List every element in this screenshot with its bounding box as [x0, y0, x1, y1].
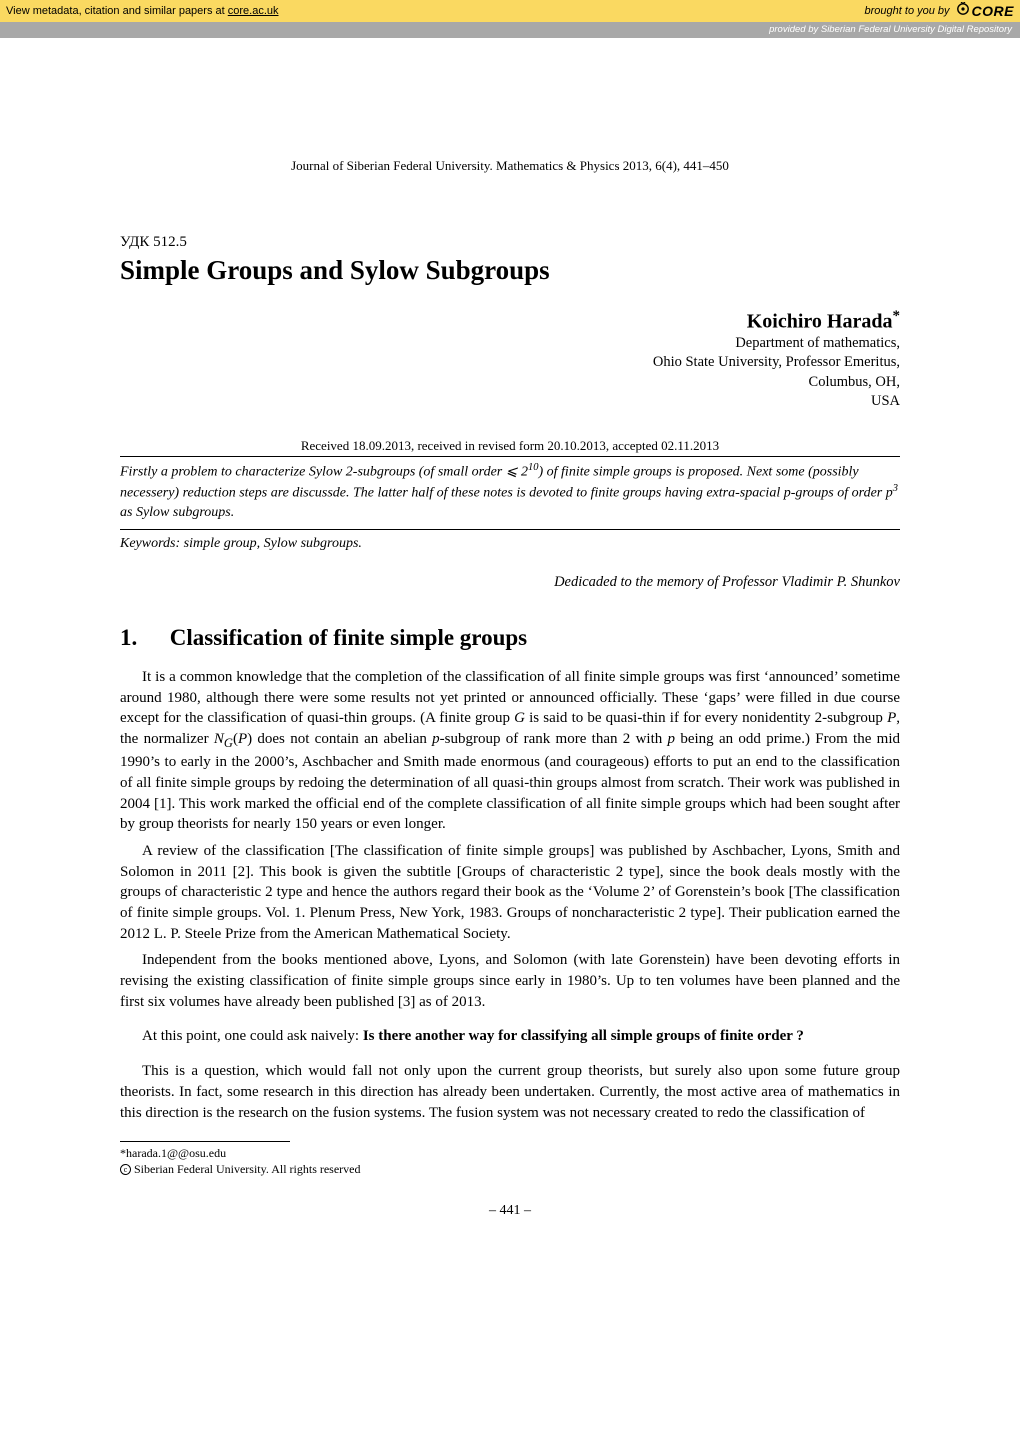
banner-right: brought to you by CORE [865, 3, 1014, 20]
core-logo[interactable]: CORE [956, 3, 1014, 20]
abstract: Firstly a problem to characterize Sylow … [120, 461, 900, 530]
footnote-rule [120, 1141, 290, 1142]
author-affil-4: USA [120, 392, 900, 412]
core-top-banner: View metadata, citation and similar pape… [0, 0, 1020, 22]
paragraph-5: This is a question, which would fall not… [120, 1061, 900, 1123]
author-affil-1: Department of mathematics, [120, 334, 900, 354]
dedication: Dedicaded to the memory of Professor Vla… [120, 574, 900, 591]
provided-by-banner: provided by Siberian Federal University … [0, 22, 1020, 38]
paper-title: Simple Groups and Sylow Subgroups [120, 255, 900, 286]
paragraph-2: A review of the classification [The clas… [120, 841, 900, 944]
footnote-1: *harada.1@@osu.edu [120, 1146, 900, 1162]
banner-left-text: View metadata, citation and similar pape… [6, 5, 228, 17]
core-link[interactable]: core.ac.uk [228, 5, 279, 17]
paragraph-1: It is a common knowledge that the comple… [120, 667, 900, 835]
author-affil-2: Ohio State University, Professor Emeritu… [120, 353, 900, 373]
author-name-text: Koichiro Harada [747, 311, 893, 333]
paragraph-3: Independent from the books mentioned abo… [120, 950, 900, 1012]
paragraph-question: At this point, one could ask naively: Is… [120, 1026, 900, 1047]
author-sup: * [893, 308, 901, 324]
page-number: – 441 – [120, 1203, 900, 1219]
author-name: Koichiro Harada* [120, 308, 900, 334]
banner-left: View metadata, citation and similar pape… [6, 5, 279, 17]
core-logo-text: CORE [972, 3, 1014, 19]
section-title: Classification of finite simple groups [170, 625, 527, 650]
page-content: Journal of Siberian Federal University. … [0, 38, 1020, 1259]
udk-code: УДК 512.5 [120, 234, 900, 251]
section-heading: 1. Classification of finite simple group… [120, 625, 900, 651]
core-logo-icon [956, 2, 970, 19]
brought-to-you: brought to you by [865, 5, 950, 17]
author-affil-3: Columbus, OH, [120, 373, 900, 393]
question-prefix: At this point, one could ask naively: [142, 1028, 363, 1044]
author-block: Koichiro Harada* Department of mathemati… [120, 308, 900, 412]
question-bold: Is there another way for classifying all… [363, 1028, 804, 1044]
journal-header: Journal of Siberian Federal University. … [120, 158, 900, 174]
footnote-2-text: Siberian Federal University. All rights … [131, 1162, 361, 1176]
copyright-icon: c [120, 1164, 131, 1175]
section-number: 1. [120, 625, 164, 651]
keywords: Keywords: simple group, Sylow subgroups. [120, 536, 900, 552]
provided-by-text: provided by Siberian Federal University … [769, 24, 1012, 35]
received-line: Received 18.09.2013, received in revised… [120, 438, 900, 457]
footnote-2: c Siberian Federal University. All right… [120, 1162, 900, 1178]
